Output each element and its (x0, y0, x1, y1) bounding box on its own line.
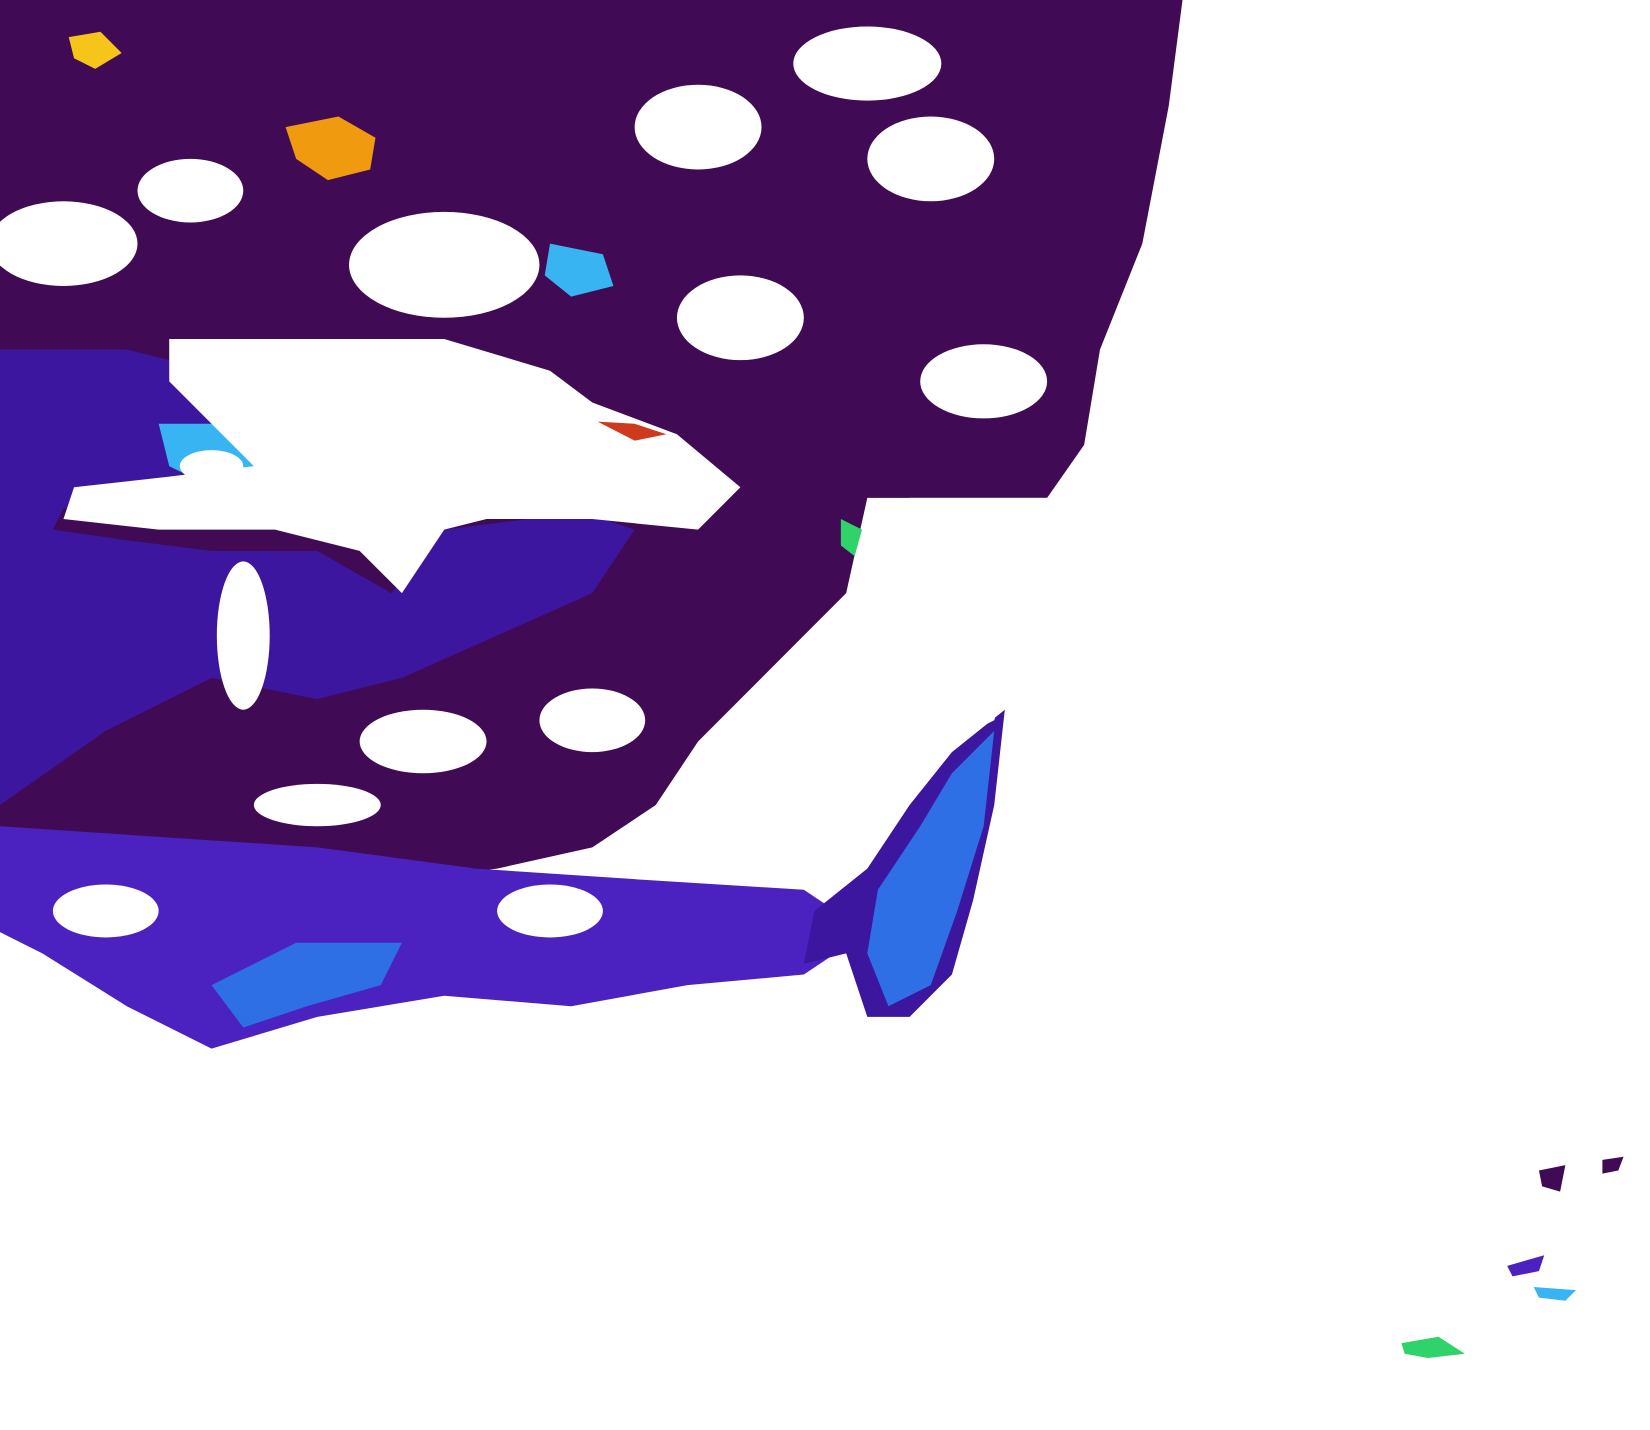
indigo-region-south (0, 826, 868, 1049)
cloud-blob (920, 344, 1048, 419)
cloud-gaps (0, 26, 1058, 938)
blue-bloom-south (211, 942, 402, 1028)
dark-island-patch (1602, 1156, 1624, 1174)
cloud-blob (867, 116, 995, 202)
green-patch-coast (840, 519, 863, 557)
cloud-blob (539, 688, 646, 753)
indigo-region-west (0, 349, 635, 806)
cloud-blob (676, 275, 804, 361)
cloud-blob (0, 201, 138, 286)
cloud-blob (497, 884, 603, 938)
yellow-patch-nw (68, 31, 122, 69)
cloud-blob (179, 450, 244, 482)
cloud-blob (52, 884, 159, 938)
orange-patch-north (285, 116, 376, 181)
cloud-blob (634, 84, 762, 170)
red-patch-coast (597, 421, 667, 441)
cloud-central (63, 338, 741, 594)
cloud-blob (137, 158, 244, 223)
cloud-blob (793, 26, 942, 101)
cloud-blob (216, 561, 270, 710)
cloud-blob (359, 709, 487, 774)
indigo-island-patch (1507, 1255, 1545, 1277)
warm-patches (68, 31, 863, 557)
green-island-patch (1401, 1336, 1465, 1358)
cyan-patch-north (544, 243, 614, 297)
dark-island-patch (1538, 1165, 1566, 1192)
cyan-island-patch (1533, 1287, 1576, 1301)
blue-bloom-east (867, 730, 995, 1007)
island-patches (1401, 1156, 1624, 1358)
cloud-east-block (698, 497, 1058, 869)
cloud-blob (349, 211, 540, 318)
cloud-blob (253, 783, 381, 827)
